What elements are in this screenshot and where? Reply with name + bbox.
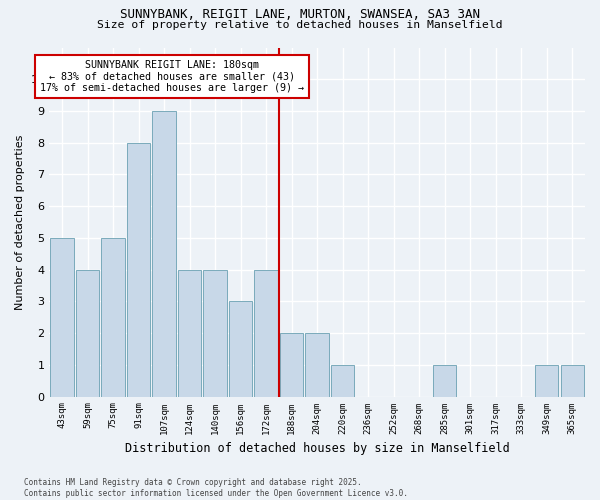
Y-axis label: Number of detached properties: Number of detached properties [15,134,25,310]
Bar [178,270,202,396]
Bar [331,365,355,396]
Bar [76,270,100,396]
Bar [50,238,74,396]
Bar [229,302,253,396]
Bar [101,238,125,396]
Bar [535,365,559,396]
Bar [127,142,151,396]
X-axis label: Distribution of detached houses by size in Manselfield: Distribution of detached houses by size … [125,442,509,455]
Bar [560,365,584,396]
Bar [305,333,329,396]
Bar [280,333,304,396]
Bar [433,365,457,396]
Text: Size of property relative to detached houses in Manselfield: Size of property relative to detached ho… [97,20,503,30]
Text: SUNNYBANK, REIGIT LANE, MURTON, SWANSEA, SA3 3AN: SUNNYBANK, REIGIT LANE, MURTON, SWANSEA,… [120,8,480,20]
Text: Contains HM Land Registry data © Crown copyright and database right 2025.
Contai: Contains HM Land Registry data © Crown c… [24,478,408,498]
Text: SUNNYBANK REIGIT LANE: 180sqm
← 83% of detached houses are smaller (43)
17% of s: SUNNYBANK REIGIT LANE: 180sqm ← 83% of d… [40,60,304,94]
Bar [254,270,278,396]
Bar [152,111,176,397]
Bar [203,270,227,396]
